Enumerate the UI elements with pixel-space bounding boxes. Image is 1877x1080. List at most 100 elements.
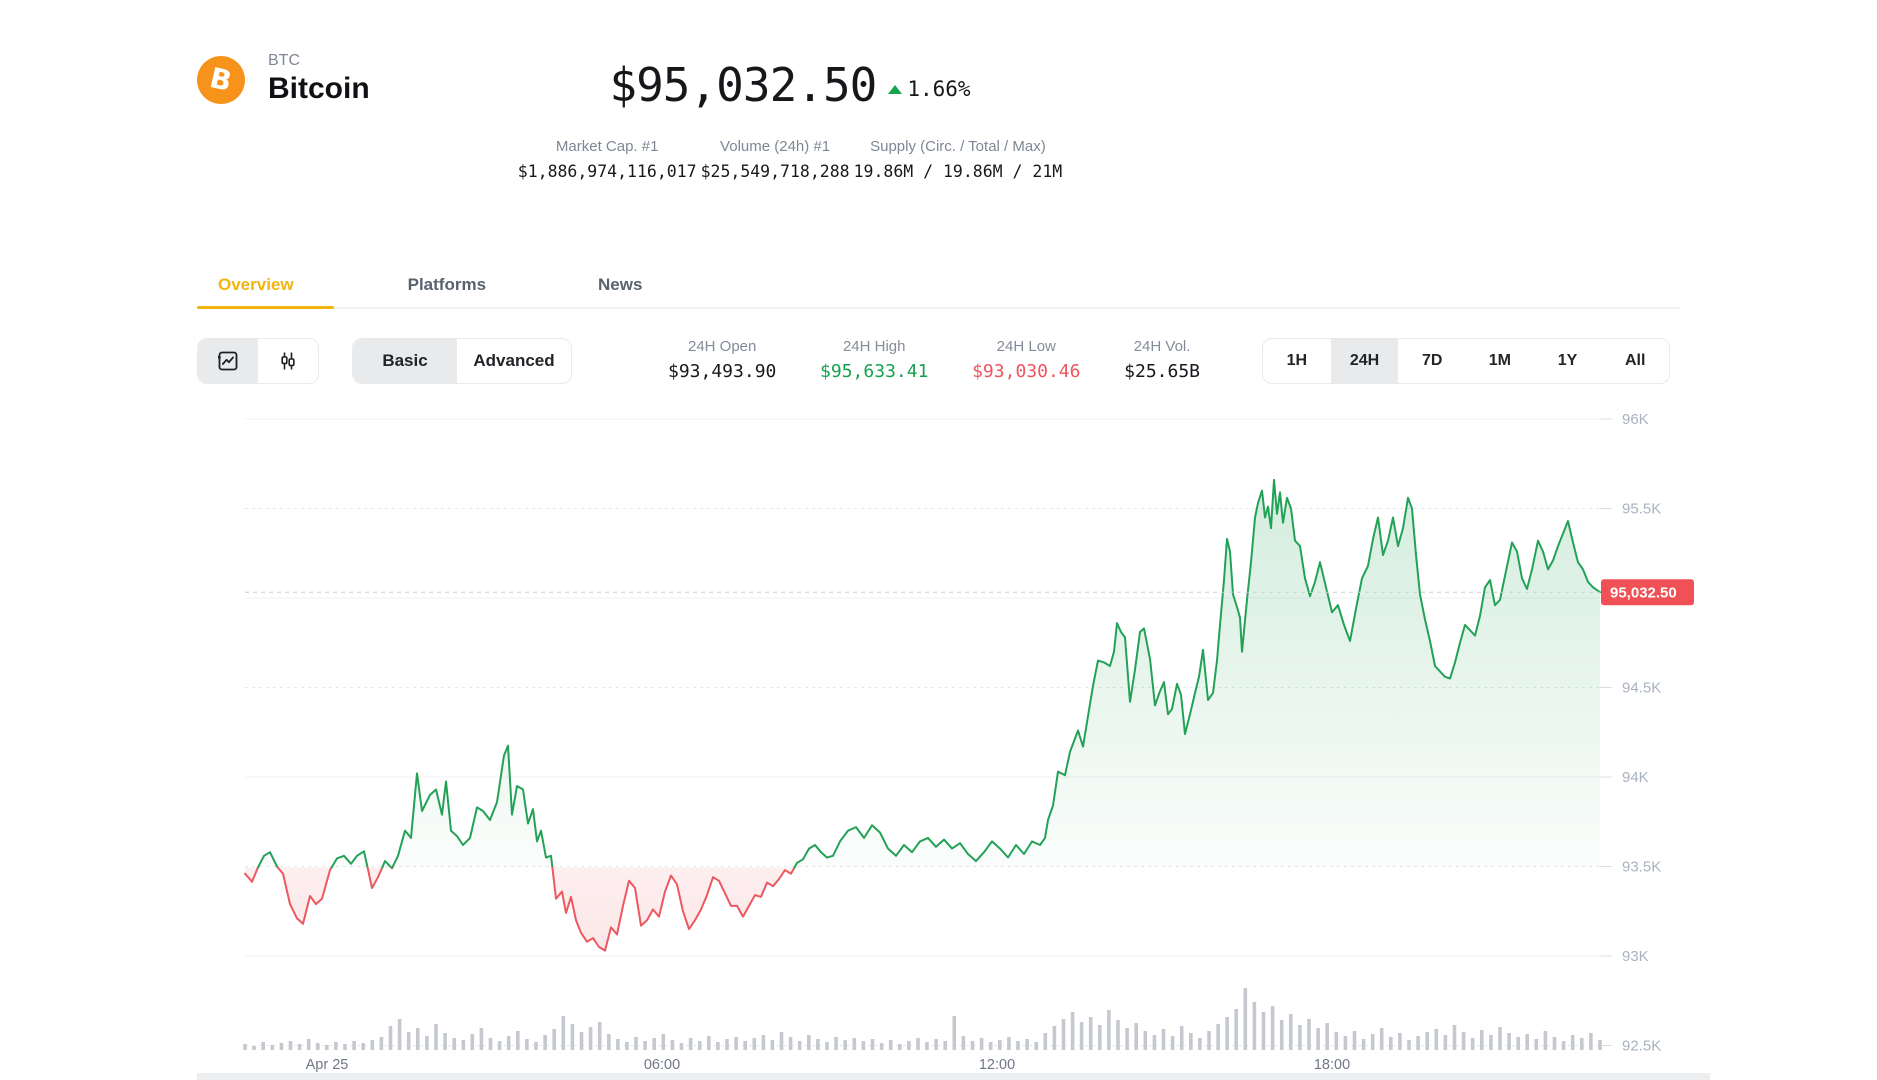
stat-label: Supply (Circ. / Total / Max): [870, 138, 1046, 155]
volume-bar: [1416, 1036, 1420, 1050]
line-chart-button[interactable]: [198, 339, 258, 383]
volume-bar: [961, 1036, 966, 1050]
volume-bar: [316, 1043, 320, 1050]
volume-bar: [843, 1040, 847, 1050]
x-axis-label: 06:00: [644, 1057, 680, 1073]
volume-bar: [516, 1031, 520, 1050]
volume-bar: [1298, 1025, 1302, 1050]
volume-bar: [998, 1040, 1002, 1050]
area-above-open: [392, 745, 553, 868]
volume-bar: [1461, 1032, 1466, 1050]
stat-value: $95,633.41: [820, 361, 929, 382]
volume-bar: [325, 1045, 329, 1050]
price-line: [551, 866, 796, 952]
x-axis-label: Apr 25: [306, 1057, 349, 1073]
volume-bar: [1052, 1026, 1057, 1050]
volume-bar: [1088, 1017, 1093, 1050]
volume-bar: [388, 1026, 393, 1050]
stat-value: 19.86M / 19.86M / 21M: [853, 162, 1063, 181]
tab-overview[interactable]: Overview: [197, 262, 334, 309]
volume-bar: [670, 1040, 675, 1050]
volume-bar: [1325, 1023, 1329, 1050]
market-stats-row: Market Cap. #1 $1,886,974,116,017 Volume…: [330, 138, 1250, 181]
up-triangle-icon: [888, 84, 903, 94]
range-1y-button[interactable]: 1Y: [1557, 352, 1578, 369]
volume-bar: [734, 1037, 738, 1050]
range-7d-button[interactable]: 7D: [1421, 352, 1443, 369]
volume-bar: [1434, 1029, 1439, 1050]
chart-type-toggle: [197, 338, 319, 384]
coin-header: B BTC Bitcoin: [197, 52, 370, 106]
volume-bar: [252, 1046, 256, 1050]
y-axis-label: 94K: [1622, 769, 1649, 786]
volume-bar: [506, 1036, 511, 1050]
price-line: [256, 851, 279, 869]
volume-bar: [1361, 1039, 1366, 1050]
stat-value: $25.65B: [1124, 361, 1200, 382]
stat-value: $93,030.46: [972, 361, 1081, 382]
volume-bar: [898, 1044, 902, 1050]
volume-bar: [1389, 1037, 1393, 1050]
range-1h-button[interactable]: 1H: [1286, 352, 1308, 369]
tab-news[interactable]: News: [598, 274, 643, 294]
candlestick-chart-button[interactable]: [258, 339, 318, 383]
volume-bar: [1270, 1006, 1275, 1050]
volume-bar: [1043, 1033, 1048, 1050]
mode-toggle: Basic Advanced: [352, 338, 572, 384]
volume-bar: [1161, 1029, 1166, 1050]
volume-bar: [461, 1040, 466, 1050]
volume-bar: [270, 1045, 275, 1050]
range-1m-button[interactable]: 1M: [1488, 352, 1511, 369]
volume-bar: [1234, 1009, 1238, 1050]
volume-bar: [1398, 1033, 1402, 1050]
stat-label: Volume (24h) #1: [720, 138, 831, 155]
volume-bar: [1279, 1020, 1284, 1050]
volume-bar: [979, 1038, 984, 1050]
volume-bar: [1516, 1037, 1520, 1050]
volume-bar: [1452, 1025, 1457, 1050]
current-price-tag: [1601, 579, 1694, 606]
volume-bar: [1261, 1012, 1266, 1050]
volume-bar: [361, 1043, 365, 1050]
volume-bar: [634, 1037, 638, 1050]
volume-bar: [916, 1038, 920, 1050]
volume-bar: [406, 1032, 411, 1050]
volume-bar: [943, 1041, 947, 1050]
area-below-open: [277, 867, 332, 924]
volume-bar: [279, 1043, 284, 1050]
tab-platforms[interactable]: Platforms: [407, 274, 487, 294]
volume-bar: [934, 1039, 938, 1050]
y-axis-label: 94.5K: [1622, 680, 1661, 697]
price-line: [381, 860, 393, 869]
volume-bar: [1025, 1039, 1029, 1050]
advanced-mode-button[interactable]: Advanced: [473, 351, 555, 370]
volume-bar: [1470, 1038, 1475, 1050]
volume-bar: [1525, 1034, 1529, 1050]
volume-bar: [1307, 1019, 1311, 1050]
range-all-button[interactable]: All: [1624, 352, 1646, 369]
volume-bar: [1379, 1028, 1384, 1050]
volume-bar: [1343, 1036, 1348, 1050]
volume-bar: [343, 1044, 347, 1050]
volume-bar: [416, 1028, 420, 1050]
range-24h-button[interactable]: 24H: [1330, 339, 1399, 383]
volume-bar: [1489, 1035, 1493, 1050]
volume-bar: [588, 1027, 593, 1050]
stat-label: 24H Low: [996, 338, 1056, 355]
volume-bar: [925, 1042, 929, 1050]
volume-bar: [1216, 1024, 1220, 1050]
volume-bar: [807, 1035, 811, 1050]
volume-bar: [743, 1041, 747, 1050]
volume-bar: [834, 1037, 838, 1050]
volume-bar: [1352, 1031, 1357, 1050]
volume-bar: [1143, 1031, 1148, 1050]
basic-mode-button[interactable]: Basic: [353, 339, 457, 383]
volume-bar: [552, 1029, 556, 1050]
price-change-percent: 1.66%: [907, 77, 971, 101]
price-line: [793, 478, 1601, 869]
volume-bar: [261, 1042, 265, 1050]
volume-bar: [1079, 1022, 1084, 1050]
stat-value: $25,549,718,288: [700, 162, 850, 181]
volume-bar: [1580, 1038, 1584, 1050]
